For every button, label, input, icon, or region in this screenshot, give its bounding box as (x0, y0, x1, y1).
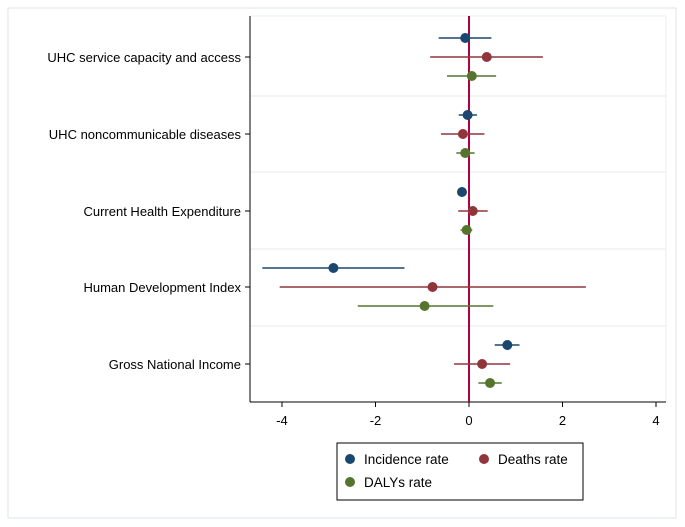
x-tick-label: 2 (559, 413, 566, 428)
legend-marker (345, 454, 355, 464)
x-tick-label: 0 (465, 413, 472, 428)
figure-frame (7, 7, 677, 519)
x-tick-label: -2 (370, 413, 382, 428)
data-point (460, 33, 471, 43)
data-point (457, 129, 468, 139)
data-point (419, 301, 430, 311)
data-point (485, 378, 496, 388)
y-tick-label: UHC noncommunicable diseases (49, 127, 242, 142)
data-point (462, 110, 473, 120)
data-point (502, 340, 513, 350)
x-tick-label: -4 (276, 413, 288, 428)
y-tick-label: UHC service capacity and access (47, 50, 241, 65)
y-tick-label: Current Health Expenditure (83, 204, 241, 219)
data-point (466, 71, 477, 81)
legend-marker (345, 477, 355, 487)
legend-box (336, 442, 584, 501)
x-tick-label: 4 (652, 413, 659, 428)
data-point (328, 263, 339, 273)
legend-marker (479, 454, 489, 464)
data-point (467, 206, 478, 216)
y-tick-label: Gross National Income (109, 357, 241, 372)
legend-label: Deaths rate (498, 452, 568, 467)
data-point (481, 52, 492, 62)
data-point (461, 225, 472, 235)
y-tick-label: Human Development Index (83, 280, 241, 295)
data-point (456, 187, 467, 197)
data-point (427, 282, 438, 292)
legend-label: DALYs rate (364, 475, 432, 490)
data-point (477, 359, 488, 369)
legend-label: Incidence rate (364, 452, 449, 467)
data-point (460, 148, 471, 158)
